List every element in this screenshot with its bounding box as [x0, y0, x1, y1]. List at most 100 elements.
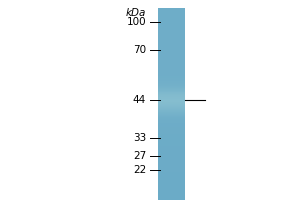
Bar	[158, 131, 185, 133]
Bar	[158, 195, 185, 197]
Bar	[158, 32, 185, 34]
Bar	[158, 121, 185, 123]
Bar	[158, 52, 185, 54]
Bar	[158, 53, 185, 55]
Bar	[158, 108, 185, 110]
Bar	[158, 139, 185, 141]
Bar	[158, 125, 185, 127]
Bar	[158, 51, 185, 53]
Bar	[158, 92, 185, 94]
Bar	[158, 146, 185, 148]
Bar	[158, 116, 185, 117]
Bar	[158, 15, 185, 17]
Bar	[158, 136, 185, 138]
Bar	[158, 37, 185, 39]
Bar	[158, 106, 185, 108]
Bar	[158, 154, 185, 156]
Bar	[158, 199, 185, 200]
Bar	[158, 143, 185, 145]
Bar	[158, 142, 185, 144]
Bar	[158, 38, 185, 40]
Bar	[158, 164, 185, 166]
Bar	[158, 87, 185, 89]
Bar	[158, 145, 185, 147]
Bar	[158, 163, 185, 165]
Bar	[158, 127, 185, 129]
Bar	[158, 160, 185, 162]
Bar	[158, 68, 185, 69]
Bar	[158, 72, 185, 74]
Bar	[158, 82, 185, 84]
Bar	[158, 30, 185, 32]
Bar	[158, 138, 185, 140]
Bar	[158, 120, 185, 122]
Bar	[158, 134, 185, 136]
Bar	[158, 35, 185, 37]
Bar	[158, 33, 185, 35]
Bar	[158, 60, 185, 62]
Bar	[158, 91, 185, 93]
Bar	[158, 8, 185, 10]
Bar	[158, 69, 185, 71]
Bar	[158, 119, 185, 121]
Bar	[158, 65, 185, 67]
Bar	[158, 151, 185, 153]
Bar	[158, 48, 185, 50]
Bar	[158, 41, 185, 43]
Bar	[158, 55, 185, 57]
Bar	[158, 184, 185, 186]
Bar	[158, 153, 185, 155]
Bar	[158, 197, 185, 199]
Bar	[158, 50, 185, 52]
Bar	[158, 27, 185, 29]
Bar	[158, 86, 185, 88]
Bar	[158, 85, 185, 87]
Bar	[158, 105, 185, 107]
Bar	[158, 144, 185, 146]
Bar	[158, 111, 185, 113]
Bar	[158, 188, 185, 189]
Bar	[158, 89, 185, 91]
Bar	[158, 109, 185, 111]
Bar	[158, 182, 185, 184]
Bar	[158, 177, 185, 179]
Text: 22: 22	[133, 165, 146, 175]
Bar	[158, 77, 185, 79]
Text: 100: 100	[126, 17, 146, 27]
Bar	[158, 100, 185, 102]
Bar	[158, 133, 185, 135]
Bar	[158, 150, 185, 152]
Bar	[158, 88, 185, 90]
Bar	[158, 43, 185, 45]
Bar	[158, 113, 185, 115]
Bar	[158, 164, 185, 165]
Bar	[158, 183, 185, 185]
Bar	[158, 14, 185, 16]
Bar	[158, 165, 185, 167]
Bar	[158, 13, 185, 15]
Bar	[158, 180, 185, 182]
Bar	[158, 110, 185, 112]
Bar	[158, 123, 185, 125]
Bar	[158, 23, 185, 25]
Bar	[158, 170, 185, 172]
Bar	[158, 62, 185, 64]
Bar	[158, 102, 185, 104]
Bar	[158, 193, 185, 195]
Bar	[158, 162, 185, 164]
Bar	[158, 155, 185, 157]
Bar	[158, 19, 185, 21]
Bar	[158, 98, 185, 100]
Bar	[158, 49, 185, 51]
Bar	[158, 67, 185, 69]
Bar	[158, 95, 185, 97]
Bar	[158, 186, 185, 188]
Bar	[158, 78, 185, 80]
Bar	[158, 64, 185, 66]
Bar	[158, 31, 185, 33]
Bar	[158, 93, 185, 95]
Bar	[158, 28, 185, 30]
Bar	[158, 94, 185, 96]
Bar	[158, 66, 185, 68]
Bar	[158, 196, 185, 198]
